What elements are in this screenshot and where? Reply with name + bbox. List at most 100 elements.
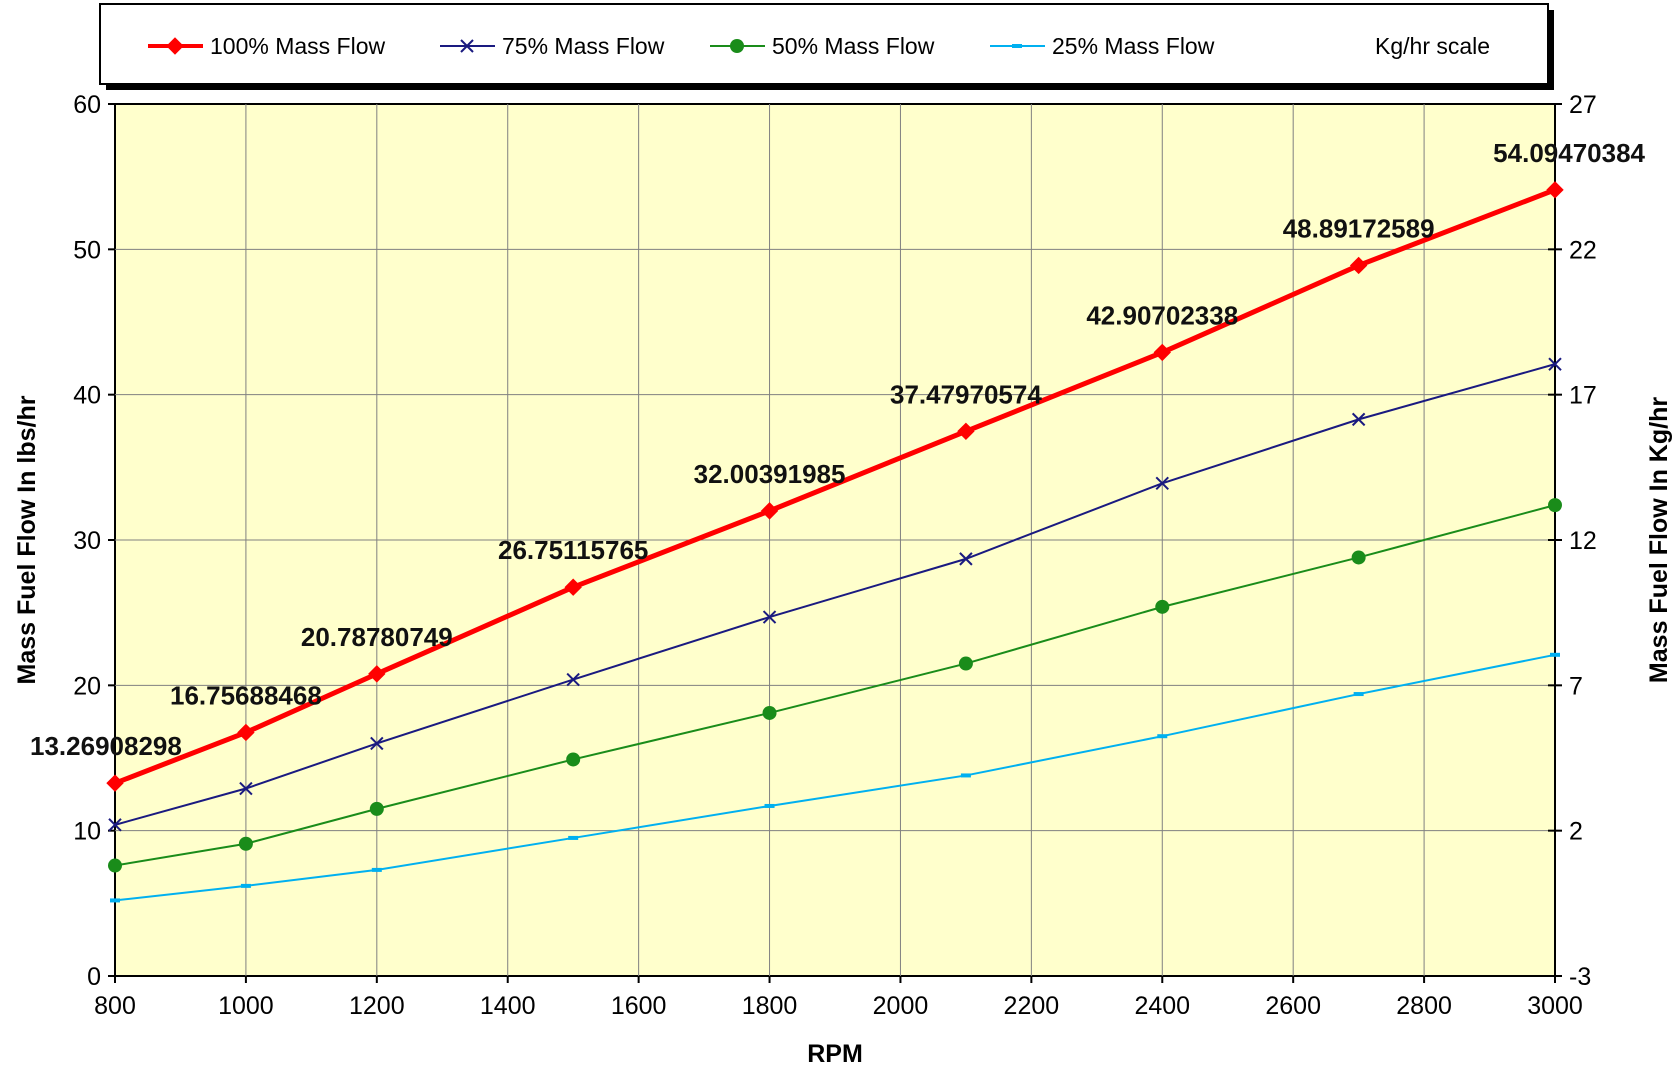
y-axis-title: Mass Fuel Flow In lbs/hr [13, 395, 41, 684]
y2-tick-label: 27 [1569, 91, 1597, 119]
data-point [1349, 256, 1368, 275]
data-point [566, 752, 581, 767]
x-tick-label: 1200 [349, 992, 405, 1020]
legend-marker [460, 39, 474, 53]
data-point [1546, 181, 1564, 199]
marker-stroke [1351, 412, 1366, 427]
legend-label: 25% Mass Flow [1052, 33, 1215, 59]
data-label: 37.47970574 [890, 379, 1042, 409]
marker-stroke [370, 736, 384, 751]
data-point [1155, 476, 1169, 491]
series-75-mass-flow [108, 357, 1562, 832]
data-label: 26.75115765 [498, 535, 648, 565]
legend-entry: Kg/hr scale [1290, 33, 1490, 59]
legend-marker [730, 39, 744, 53]
legend-label: 75% Mass Flow [502, 33, 665, 59]
data-label: 16.75688468 [170, 680, 322, 710]
y-tick-label: 20 [73, 672, 101, 700]
y-tick-label: 50 [73, 236, 101, 264]
y2-tick-label: 17 [1569, 382, 1597, 410]
data-label: 48.89172589 [1283, 213, 1435, 243]
x-tick-label: 1000 [218, 992, 274, 1020]
data-point [1548, 498, 1562, 513]
legend-frame [99, 3, 1549, 85]
data-point [1550, 652, 1560, 657]
legend-label: Kg/hr scale [1375, 33, 1490, 59]
y2-tick-label: 22 [1569, 236, 1597, 264]
data-point [960, 773, 971, 778]
data-point [237, 723, 255, 742]
marker-stroke [460, 39, 474, 53]
data-point [240, 883, 251, 888]
marker-stroke [959, 552, 973, 566]
y2-tick-label: 7 [1569, 672, 1583, 700]
x-tick-label: 1400 [480, 992, 536, 1020]
data-point [370, 736, 384, 751]
x-tick-label: 1600 [611, 992, 667, 1020]
x-tick-label: 800 [94, 992, 136, 1020]
y2-tick-label: 2 [1569, 818, 1583, 846]
data-label: 42.90702338 [1086, 300, 1238, 330]
data-point [371, 867, 382, 872]
legend-entry: 25% Mass Flow [990, 33, 1215, 59]
data-point [1155, 599, 1170, 614]
legend-marker [1012, 44, 1022, 48]
marker-stroke [108, 818, 122, 832]
data-point [108, 818, 122, 832]
data-point [762, 610, 777, 624]
data-point [1351, 412, 1366, 427]
data-point [566, 672, 580, 687]
data-point [958, 656, 973, 671]
x-axis-title: RPM [807, 1040, 863, 1068]
y2-tick-label: 12 [1569, 527, 1597, 555]
data-point [106, 774, 124, 792]
marker-stroke [1548, 357, 1562, 371]
data-point [110, 898, 120, 903]
data-point [108, 858, 122, 873]
marker-stroke [566, 672, 580, 687]
marker-stroke [762, 610, 777, 624]
x-tick-label: 2400 [1134, 992, 1190, 1020]
y-tick-label: 30 [73, 527, 101, 555]
y-tick-label: 40 [73, 382, 101, 410]
x-tick-label: 2000 [873, 992, 929, 1020]
y2-axis-title: Mass Fuel Flow In Kg/hr [1645, 397, 1673, 683]
legend-label: 100% Mass Flow [210, 33, 386, 59]
data-point [564, 578, 582, 596]
marker-stroke [1155, 476, 1169, 491]
x-tick-label: 3000 [1527, 992, 1583, 1020]
data-point [239, 781, 253, 796]
legend-label: 50% Mass Flow [772, 33, 935, 59]
data-point [1153, 343, 1171, 362]
data-point [1157, 734, 1168, 739]
data-point [1351, 550, 1366, 565]
data-point [957, 422, 975, 441]
x-tick-label: 2200 [1004, 992, 1060, 1020]
data-point [1353, 692, 1364, 697]
series-layer [106, 181, 1564, 903]
axes: 800 1000 1200 1400 1600 1800 2000 2200 2400 2 60 0 2… [73, 91, 1597, 1020]
data-point [568, 835, 579, 840]
legend-entry: 100% Mass Flow [148, 33, 386, 59]
legend-entry: 75% Mass Flow [440, 33, 665, 59]
marker-stroke [239, 781, 253, 796]
y2-tick-label: -3 [1569, 963, 1591, 991]
data-point [762, 705, 777, 720]
legend: 100% Mass Flow 75% Mass Flow 50% Mass Flow… [99, 3, 1554, 90]
series-25-mass-flow [110, 652, 1560, 903]
series-50-mass-flow [108, 498, 1562, 873]
y-tick-label: 60 [73, 91, 101, 119]
data-point [238, 836, 253, 851]
data-label: 32.00391985 [694, 459, 846, 489]
data-point [760, 502, 779, 520]
data-label: 54.09470384 [1493, 138, 1645, 168]
y-tick-label: 10 [73, 818, 101, 846]
x-tick-label: 2800 [1396, 992, 1452, 1020]
data-point [369, 801, 384, 816]
data-labels: 13.26908298 16.75688468 20.78780749 26.7511… [30, 138, 1646, 761]
x-tick-label: 1800 [742, 992, 798, 1020]
legend-entry: 50% Mass Flow [710, 33, 935, 59]
y-tick-label: 0 [87, 963, 101, 991]
data-point [368, 665, 386, 683]
